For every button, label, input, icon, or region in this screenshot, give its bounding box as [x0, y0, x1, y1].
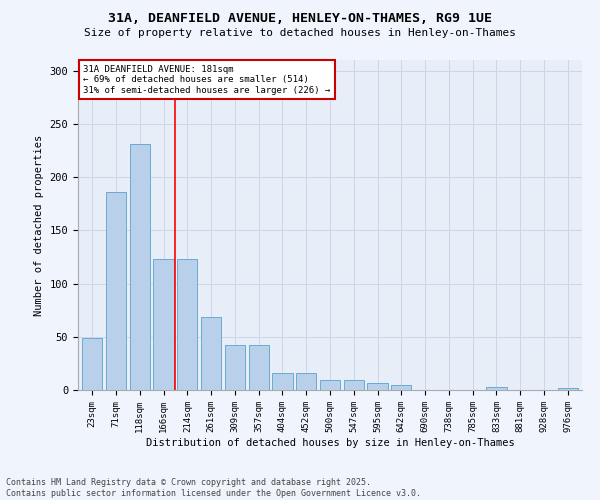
- Text: Size of property relative to detached houses in Henley-on-Thames: Size of property relative to detached ho…: [84, 28, 516, 38]
- Bar: [272, 373, 293, 390]
- Bar: [201, 316, 221, 390]
- Text: Contains HM Land Registry data © Crown copyright and database right 2025.
Contai: Contains HM Land Registry data © Crown c…: [6, 478, 421, 498]
- Bar: [296, 373, 316, 390]
- Bar: [130, 144, 150, 390]
- Bar: [391, 384, 412, 390]
- X-axis label: Distribution of detached houses by size in Henley-on-Thames: Distribution of detached houses by size …: [146, 438, 514, 448]
- Bar: [248, 346, 269, 390]
- Bar: [154, 259, 173, 390]
- Bar: [320, 380, 340, 390]
- Bar: [557, 388, 578, 390]
- Bar: [344, 380, 364, 390]
- Bar: [106, 192, 126, 390]
- Bar: [82, 338, 103, 390]
- Text: 31A DEANFIELD AVENUE: 181sqm
← 69% of detached houses are smaller (514)
31% of s: 31A DEANFIELD AVENUE: 181sqm ← 69% of de…: [83, 65, 330, 95]
- Bar: [367, 382, 388, 390]
- Bar: [225, 346, 245, 390]
- Y-axis label: Number of detached properties: Number of detached properties: [34, 134, 44, 316]
- Text: 31A, DEANFIELD AVENUE, HENLEY-ON-THAMES, RG9 1UE: 31A, DEANFIELD AVENUE, HENLEY-ON-THAMES,…: [108, 12, 492, 26]
- Bar: [487, 387, 506, 390]
- Bar: [177, 259, 197, 390]
